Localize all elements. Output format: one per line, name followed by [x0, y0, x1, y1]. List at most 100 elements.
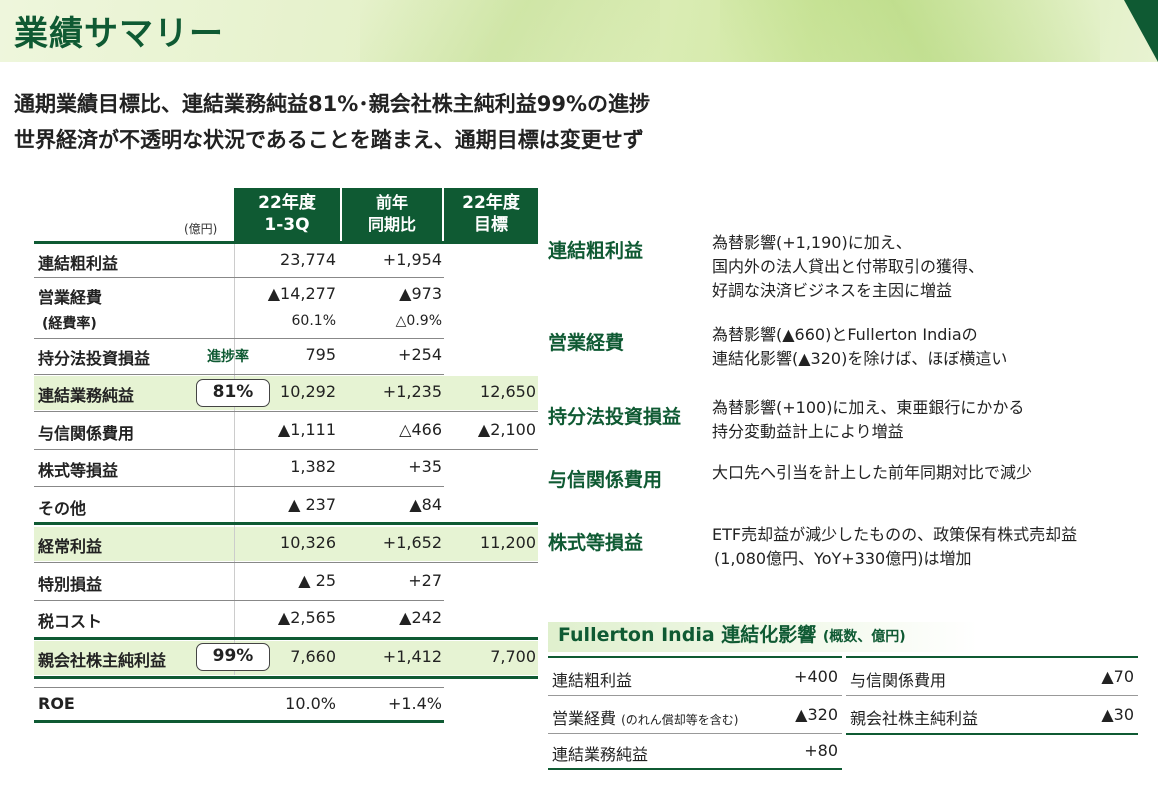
row-label: 特別損益 — [38, 575, 103, 594]
comment-label: 与信関係費用 — [548, 469, 663, 491]
cell-1-3q: ▲2,565 — [277, 608, 336, 627]
column-header-yoy: 前年 同期比 — [342, 188, 442, 241]
row-label: 営業経費 — [38, 288, 103, 307]
table-row: (経費率) 60.1% △0.9% — [34, 313, 538, 335]
fullerton-rule — [846, 733, 1138, 735]
fullerton-divider — [548, 695, 842, 696]
row-label: 与信関係費用 — [38, 424, 135, 443]
table-rule — [34, 637, 538, 640]
cell-1-3q: ▲ 237 — [288, 495, 336, 514]
row-label: 持分法投資損益 — [38, 349, 151, 368]
comment-line: 持分変動益計上により増益 — [712, 422, 904, 441]
fullerton-value: +80 — [804, 741, 838, 760]
column-header-line: 22年度 — [462, 193, 520, 213]
row-label: 連結粗利益 — [38, 254, 119, 273]
table-rule — [34, 720, 444, 723]
cell-yoy: △466 — [399, 420, 442, 439]
comment-label: 営業経費 — [548, 332, 625, 354]
cell-yoy: ▲242 — [399, 608, 442, 627]
table-rule — [34, 411, 538, 412]
comment-line: 連結化影響(▲320)を除けば、ほぼ横這い — [712, 349, 1008, 368]
comment-text: 為替影響(+1,190)に加え、 国内外の法人貸出と付帯取引の獲得、 好調な決済… — [712, 231, 984, 303]
fullerton-title: Fullerton India 連結化影響 (概数、億円) — [558, 620, 906, 647]
fullerton-label-text: 営業経費 — [552, 709, 617, 728]
fullerton-divider — [548, 733, 842, 734]
table-rule — [34, 374, 444, 375]
cell-1-3q: 10,292 — [280, 382, 336, 401]
comment-text: 為替影響(+100)に加え、東亜銀行にかかる 持分変動益計上により増益 — [712, 396, 1024, 444]
table-row: 経常利益 10,326 +1,652 11,200 — [34, 533, 538, 557]
comment-line: 為替影響(▲660)とFullerton Indiaの — [712, 325, 978, 344]
cell-yoy: +1,652 — [382, 533, 442, 552]
row-label: (経費率) — [42, 316, 97, 332]
comment-line: 大口先へ引当を計上した前年同期対比で減少 — [712, 463, 1033, 482]
row-label: その他 — [38, 499, 87, 518]
cell-target: 11,200 — [480, 533, 536, 552]
cell-1-3q: ▲ 25 — [298, 571, 336, 590]
cell-1-3q: 23,774 — [280, 250, 336, 269]
cell-yoy: +1,235 — [382, 382, 442, 401]
fullerton-label: 営業経費 (のれん償却等を含む) — [552, 705, 738, 729]
table-row: ROE 10.0% +1.4% — [34, 694, 538, 718]
cell-1-3q: 10,326 — [280, 533, 336, 552]
table-row: 与信関係費用 ▲1,111 △466 ▲2,100 — [34, 420, 538, 444]
table-rule — [34, 562, 538, 563]
comment-line: (1,080億円、YoY+330億円)は増加 — [714, 549, 972, 568]
fullerton-value: +400 — [794, 667, 838, 686]
column-divider — [234, 242, 235, 675]
comment-line: 好調な決済ビジネスを主因に増益 — [712, 281, 953, 300]
fullerton-label: 連結粗利益 — [552, 671, 633, 690]
column-header-line: 前年 — [375, 193, 408, 212]
column-header-line: 22年度 — [258, 193, 316, 213]
table-row-highlight — [34, 641, 538, 675]
column-header-1-3q: 22年度 1-3Q — [234, 188, 340, 241]
cell-yoy: ▲973 — [399, 284, 442, 303]
cell-1-3q: 10.0% — [285, 694, 336, 713]
banner-decoration — [360, 0, 660, 62]
table-row: 税コスト ▲2,565 ▲242 — [34, 608, 538, 632]
table-row: 連結業務純益 10,292 +1,235 12,650 — [34, 382, 538, 406]
cell-target: 7,700 — [490, 647, 536, 666]
cell-yoy: +35 — [408, 457, 442, 476]
column-header-line: 1-3Q — [264, 215, 310, 235]
cell-1-3q: ▲14,277 — [267, 284, 336, 303]
comment-line: 国内外の法人貸出と付帯取引の獲得、 — [712, 257, 985, 276]
table-rule — [34, 522, 538, 525]
cell-yoy: +1,954 — [382, 250, 442, 269]
cell-1-3q: 795 — [305, 345, 336, 364]
table-rule — [34, 338, 444, 339]
cell-1-3q: 60.1% — [291, 313, 336, 329]
comment-label: 連結粗利益 — [548, 240, 644, 262]
cell-1-3q: 1,382 — [290, 457, 336, 476]
fullerton-value: ▲70 — [1101, 667, 1134, 686]
comment-text: 為替影響(▲660)とFullerton Indiaの 連結化影響(▲320)を… — [712, 323, 1007, 371]
fullerton-label: 親会社株主純利益 — [850, 709, 979, 728]
table-rule — [34, 277, 444, 278]
table-rule — [34, 676, 538, 679]
fullerton-title-background — [548, 622, 978, 652]
comment-label: 持分法投資損益 — [548, 406, 682, 428]
table-rule — [34, 241, 538, 244]
page-title: 業績サマリー — [14, 14, 224, 54]
banner-corner-triangle — [1124, 0, 1158, 62]
cell-1-3q: 7,660 — [290, 647, 336, 666]
cell-target: ▲2,100 — [477, 420, 536, 439]
cell-target: 12,650 — [480, 382, 536, 401]
comment-label: 株式等損益 — [548, 532, 644, 554]
table-row: 親会社株主純利益 7,660 +1,412 7,700 — [34, 647, 538, 671]
cell-yoy: ▲84 — [409, 495, 442, 514]
progress-badge-net-income: 99% — [196, 643, 270, 671]
comment-line: ETF売却益が減少したものの、政策保有株式売却益 — [712, 525, 1078, 544]
table-row: 特別損益 ▲ 25 +27 — [34, 571, 538, 595]
fullerton-value: ▲30 — [1101, 705, 1134, 724]
row-label: 親会社株主純利益 — [38, 651, 167, 670]
table-rule — [34, 449, 538, 450]
table-row-highlight — [34, 376, 538, 410]
column-header-line: 同期比 — [367, 215, 416, 234]
table-rule — [34, 687, 444, 688]
fullerton-rule — [548, 768, 842, 770]
fullerton-label: 連結業務純益 — [552, 745, 649, 764]
comment-text: ETF売却益が減少したものの、政策保有株式売却益 (1,080億円、YoY+33… — [712, 523, 1077, 571]
unit-label: (億円) — [184, 222, 218, 236]
table-row: 株式等損益 1,382 +35 — [34, 457, 538, 481]
